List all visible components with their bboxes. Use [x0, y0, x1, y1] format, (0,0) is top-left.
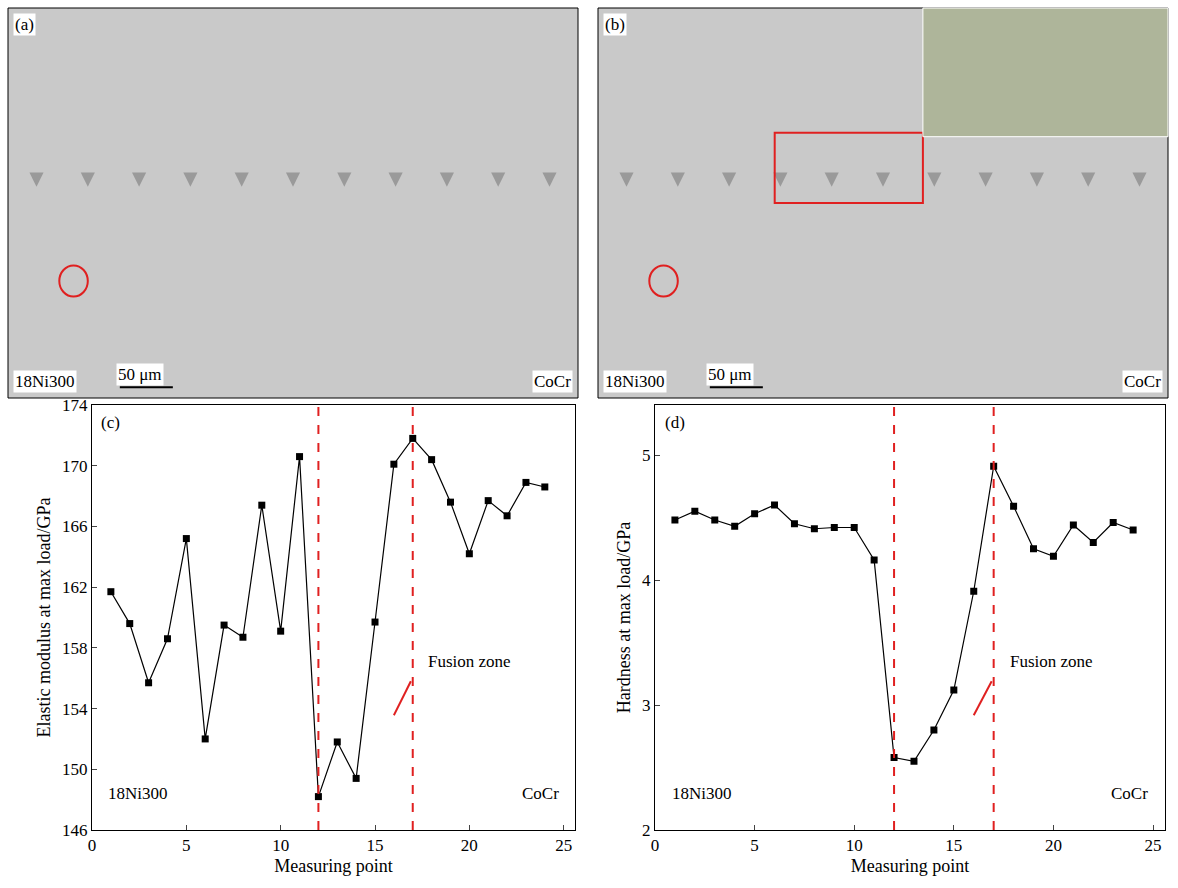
- svg-text:146: 146: [62, 821, 88, 840]
- svg-text:CoCr: CoCr: [534, 372, 571, 391]
- svg-text:15: 15: [945, 836, 962, 855]
- svg-text:15: 15: [367, 836, 384, 855]
- svg-text:20: 20: [461, 836, 478, 855]
- svg-text:Measuring point: Measuring point: [851, 856, 970, 876]
- svg-text:5: 5: [750, 836, 759, 855]
- svg-text:(d): (d): [665, 413, 685, 432]
- svg-text:10: 10: [272, 836, 289, 855]
- svg-text:4: 4: [642, 571, 651, 590]
- svg-text:10: 10: [846, 836, 863, 855]
- svg-text:25: 25: [1145, 836, 1162, 855]
- svg-text:(a): (a): [15, 15, 34, 34]
- svg-text:50 μm: 50 μm: [708, 365, 752, 384]
- svg-text:5: 5: [642, 446, 651, 465]
- svg-text:0: 0: [88, 836, 97, 855]
- svg-text:18Ni300: 18Ni300: [672, 784, 732, 803]
- svg-text:150: 150: [62, 760, 88, 779]
- svg-text:Measuring point: Measuring point: [274, 856, 393, 876]
- svg-text:Elastic modulus at max load/GP: Elastic modulus at max load/GPa: [34, 498, 54, 738]
- svg-text:5: 5: [182, 836, 191, 855]
- svg-text:Hardness at max load/GPa: Hardness at max load/GPa: [614, 522, 634, 713]
- svg-text:18Ni300: 18Ni300: [108, 784, 168, 803]
- svg-text:0: 0: [651, 836, 660, 855]
- svg-text:162: 162: [62, 578, 88, 597]
- svg-text:(c): (c): [101, 413, 120, 432]
- svg-text:3: 3: [642, 696, 651, 715]
- svg-text:158: 158: [62, 639, 88, 658]
- svg-text:18Ni300: 18Ni300: [605, 372, 665, 391]
- svg-text:50 μm: 50 μm: [118, 365, 162, 384]
- svg-text:2: 2: [642, 821, 651, 840]
- svg-text:CoCr: CoCr: [1111, 784, 1148, 803]
- svg-text:Fusion zone: Fusion zone: [1010, 652, 1093, 671]
- svg-text:170: 170: [62, 457, 88, 476]
- svg-text:174: 174: [62, 396, 88, 415]
- svg-text:CoCr: CoCr: [1124, 372, 1161, 391]
- svg-text:25: 25: [555, 836, 572, 855]
- svg-text:18Ni300: 18Ni300: [15, 372, 75, 391]
- svg-text:CoCr: CoCr: [522, 784, 559, 803]
- svg-text:166: 166: [62, 517, 88, 536]
- svg-text:154: 154: [62, 700, 88, 719]
- svg-text:Fusion zone: Fusion zone: [428, 652, 511, 671]
- svg-text:20: 20: [1045, 836, 1062, 855]
- svg-text:(b): (b): [605, 15, 625, 34]
